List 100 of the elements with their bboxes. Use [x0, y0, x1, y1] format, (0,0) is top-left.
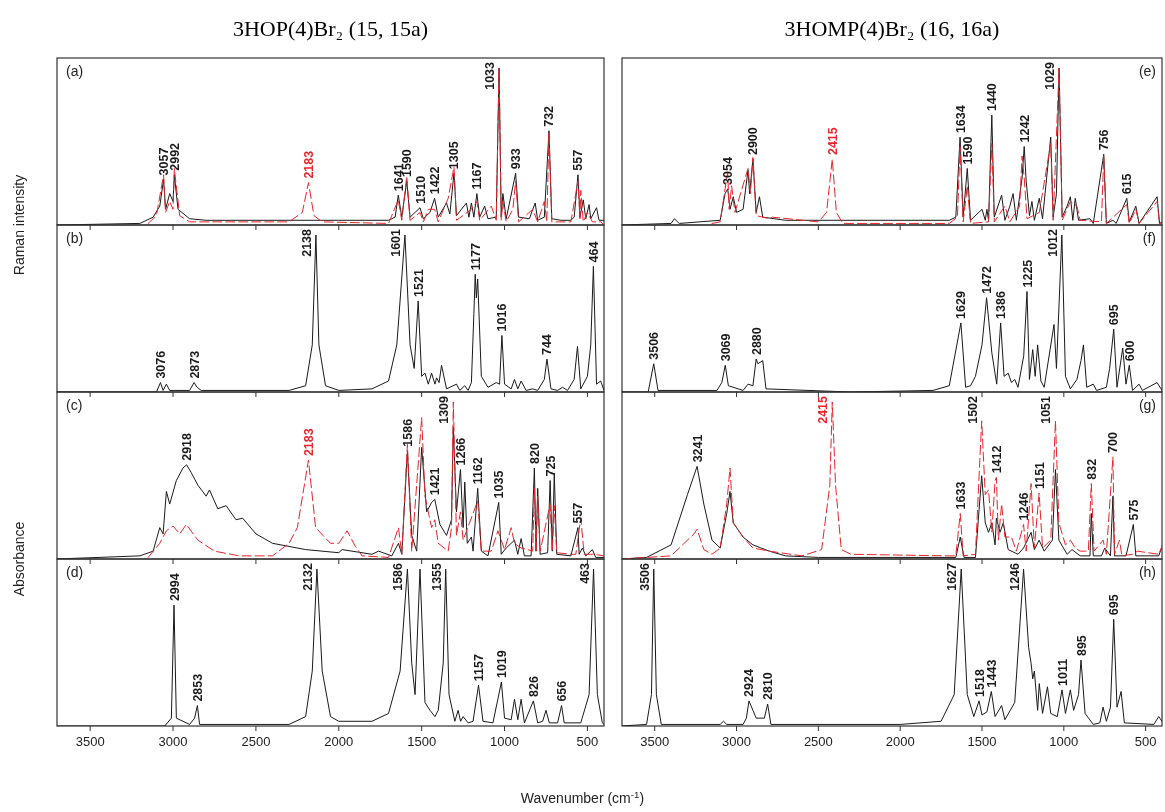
annotation: 1242	[1017, 114, 1032, 143]
annotation: 2415	[825, 127, 840, 156]
annotation: 756	[1097, 129, 1112, 151]
annotation: 2924	[742, 669, 757, 697]
annotation: 1422	[428, 166, 443, 195]
annotation: 1518	[972, 669, 987, 697]
annotation: 700	[1106, 432, 1121, 453]
annotation: 1629	[954, 291, 969, 319]
annotation: 464	[586, 241, 601, 263]
annotation: 1502	[965, 395, 980, 424]
annotation: 1266	[453, 437, 468, 466]
x-tick-label: 2000	[885, 734, 915, 749]
annotation: 1590	[960, 136, 975, 165]
annotation: (f)	[1142, 230, 1156, 246]
annotation: 895	[1074, 635, 1089, 657]
annotation: 2183	[301, 428, 316, 457]
annotation: 1355	[429, 562, 444, 591]
annotation: 1246	[1007, 562, 1022, 591]
x-tick-label: 500	[576, 734, 599, 749]
annotation: (g)	[1138, 397, 1156, 413]
y-axis-title: Absorbance	[11, 521, 27, 597]
annotation: 3069	[718, 333, 733, 362]
annotation: 1309	[437, 395, 452, 424]
annotation: 1035	[492, 470, 507, 499]
annotation: 2415	[816, 395, 831, 424]
annotation: (b)	[66, 230, 84, 246]
x-axis-title: Wavenumber (cm$^{-1}$)	[520, 788, 645, 806]
annotation: 2853	[190, 673, 205, 702]
chart-title: 3HOP(4)Br₂ (15, 15a)	[232, 16, 429, 41]
annotation: 2900	[746, 127, 761, 156]
annotation: 2810	[761, 672, 776, 701]
annotation: 1246	[1017, 492, 1032, 521]
x-tick-label: 1500	[407, 734, 437, 749]
annotation: 600	[1122, 340, 1137, 362]
x-tick-label: 1000	[490, 734, 520, 749]
annotation: 1627	[945, 562, 960, 591]
annotation: 832	[1084, 458, 1099, 480]
annotation: 1472	[980, 265, 995, 294]
annotation: 2994	[167, 573, 182, 602]
annotation: 1633	[953, 481, 968, 510]
annotation: 1016	[495, 303, 510, 332]
annotation: 3054	[721, 157, 736, 185]
annotation: 557	[571, 502, 586, 524]
annotation: 695	[1107, 594, 1122, 616]
annotation: (e)	[1138, 63, 1156, 79]
x-tick-label: 3000	[722, 734, 752, 749]
annotation: 1019	[494, 650, 509, 679]
annotation: 725	[543, 455, 558, 477]
annotation: 744	[540, 334, 555, 356]
annotation: 695	[1107, 304, 1122, 326]
annotation: 3506	[637, 562, 652, 591]
annotation: 1162	[471, 457, 486, 485]
annotation: 2992	[167, 142, 182, 171]
x-tick-label: 3500	[640, 734, 670, 749]
x-tick-label: 2000	[324, 734, 354, 749]
annotation: 656	[555, 680, 570, 702]
annotation: 3241	[690, 434, 705, 463]
annotation: 1029	[1043, 61, 1058, 90]
annotation: 1634	[953, 105, 968, 134]
annotation: 1586	[400, 418, 415, 447]
annotation: 2138	[299, 228, 314, 257]
annotation: 615	[1120, 173, 1135, 195]
x-tick-label: 1000	[1049, 734, 1079, 749]
annotation: 826	[526, 675, 541, 697]
annotation: 1011	[1055, 658, 1070, 686]
annotation: 1386	[994, 291, 1009, 319]
annotation: 3076	[153, 350, 168, 379]
annotation: 1177	[468, 243, 483, 271]
x-tick-label: 2500	[803, 734, 833, 749]
annotation: 1157	[472, 654, 487, 682]
annotation: 1510	[413, 175, 428, 204]
annotation: 820	[527, 443, 542, 464]
annotation: 575	[1126, 499, 1141, 521]
y-axis-title: Raman intensity	[11, 174, 27, 276]
chart-title: 3HOMP(4)Br₂ (16, 16a)	[784, 16, 1000, 41]
annotation: 1443	[984, 659, 999, 688]
annotation: 1033	[483, 61, 498, 90]
annotation: 3506	[647, 331, 662, 360]
annotation: (d)	[66, 564, 84, 580]
x-tick-label: 1500	[967, 734, 997, 749]
annotation: 1012	[1045, 228, 1060, 257]
annotation: 1167	[470, 162, 485, 190]
annotation: 463	[577, 562, 592, 584]
annotation: (a)	[66, 63, 84, 79]
annotation: 1440	[985, 83, 1000, 112]
annotation: 1421	[428, 467, 443, 496]
annotation: 2183	[301, 150, 316, 179]
annotation: 1601	[388, 228, 403, 257]
annotation: 1051	[1039, 395, 1054, 424]
x-tick-label: 500	[1134, 734, 1157, 749]
annotation: 2873	[187, 350, 202, 379]
annotation: 1586	[391, 562, 406, 591]
annotation: 557	[571, 149, 586, 171]
annotation: 1151	[1032, 461, 1047, 490]
x-tick-label: 2500	[241, 734, 271, 749]
annotation: 2918	[180, 432, 195, 461]
annotation: 1305	[447, 141, 462, 170]
annotation: 2880	[749, 327, 764, 356]
annotation: 1412	[989, 445, 1004, 474]
annotation: 2132	[300, 562, 315, 591]
